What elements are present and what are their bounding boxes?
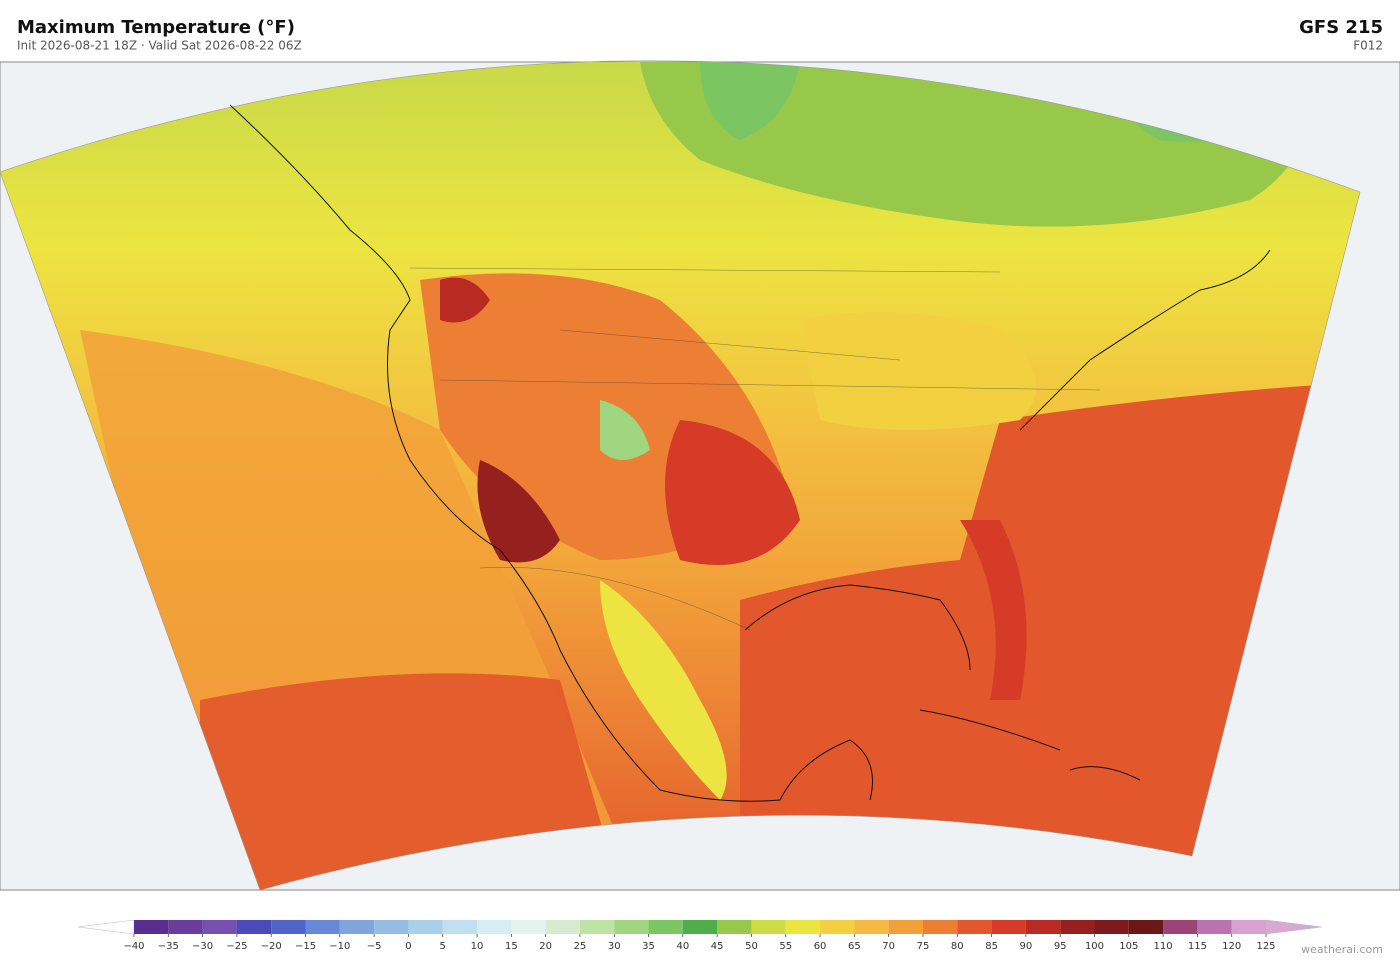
colorbar-tick-label: 100	[1085, 941, 1104, 952]
colorbar-bin	[682, 920, 718, 934]
colorbar-tick-label: 90	[1020, 941, 1033, 952]
colorbar-bin	[751, 920, 786, 934]
colorbar-tick-label: 15	[505, 941, 518, 952]
colorbar-tick-label: 20	[539, 941, 552, 952]
field-idaho	[440, 277, 490, 323]
colorbar-tick-label: 45	[711, 941, 724, 952]
colorbar-bin	[202, 920, 237, 934]
colorbar-tick-label: 60	[814, 941, 827, 952]
colorbar-bin	[339, 920, 375, 934]
colorbar-under	[77, 919, 135, 935]
colorbar-tick-label: 55	[779, 941, 792, 952]
colorbar-bin	[271, 920, 306, 934]
field-canada-cool	[700, 62, 800, 140]
colorbar-tick-label: −35	[158, 941, 179, 952]
colorbar-tick-label: −25	[226, 941, 247, 952]
colorbar-tick-label: 40	[676, 941, 689, 952]
map-title: Maximum Temperature (°F)	[17, 17, 295, 38]
colorbar-bin	[579, 920, 615, 934]
colorbar-tick-label: 105	[1119, 941, 1138, 952]
coastline-west	[229, 104, 873, 802]
colorbar-tick-label: −30	[192, 941, 213, 952]
colorbar-bin	[511, 920, 546, 934]
field-mexico-plateau	[600, 580, 727, 800]
colorbar-tick-label: 95	[1054, 941, 1067, 952]
colorbar-bin	[477, 920, 512, 934]
colorbar-bin	[1094, 920, 1129, 934]
colorbar-bin	[957, 920, 992, 934]
coastline-east	[744, 249, 1271, 671]
colorbar-tick-label: 10	[471, 941, 484, 952]
colorbar-tick-label: 50	[745, 941, 758, 952]
colorbar-tick-label: −15	[295, 941, 316, 952]
colorbar-tick-label: 65	[848, 941, 861, 952]
colorbar-tick-label: −5	[367, 941, 382, 952]
colorbar-tick-label: −40	[123, 941, 144, 952]
colorbar-tick-label: 115	[1188, 941, 1207, 952]
forecast-hour: F012	[1353, 39, 1383, 53]
colorbar-bin	[236, 920, 272, 934]
colorbar-tick-label: 85	[985, 941, 998, 952]
colorbar-tick-label: 25	[574, 941, 587, 952]
coastline-caribbean	[919, 709, 1141, 781]
domain-outline	[0, 60, 1361, 891]
field-southern-plains	[665, 420, 800, 565]
colorbar-tick-label: 0	[405, 941, 411, 952]
colorbar-bin	[991, 920, 1026, 934]
colorbar-tick-label: −20	[261, 941, 282, 952]
colorbar-bin	[785, 920, 821, 934]
colorbar-over	[1265, 919, 1323, 935]
colorbar-tick-label: 110	[1154, 941, 1173, 952]
colorbar-bin	[1163, 920, 1198, 934]
colorbar-bin	[717, 920, 752, 934]
colorbar-bin	[854, 920, 889, 934]
colorbar-bin	[1231, 920, 1266, 934]
colorbar-bin	[820, 920, 855, 934]
colorbar-bin	[922, 920, 958, 934]
colorbar-bin	[408, 920, 443, 934]
colorbar-bin	[168, 920, 203, 934]
colorbar: −40 −35 −30 −25 −20 −15 −10 −5 0 5 10 15 20 25 30 35 40 4…	[77, 919, 1323, 952]
colorbar-bin	[648, 920, 683, 934]
model-name: GFS 215	[1299, 17, 1383, 38]
colorbar-tick-label: 30	[608, 941, 621, 952]
colorbar-bin	[1060, 920, 1095, 934]
temperature-field	[0, 62, 1360, 890]
colorbar-bin	[442, 920, 478, 934]
colorbar-bin	[614, 920, 649, 934]
colorbar-bin	[1197, 920, 1232, 934]
map-subtitle: Init 2026-08-21 18Z · Valid Sat 2026-08-…	[17, 39, 302, 53]
credit: weatherai.com	[1301, 943, 1383, 956]
colorbar-tick-label: 120	[1222, 941, 1241, 952]
colorbar-bin	[1128, 920, 1164, 934]
colorbar-tick-label: 80	[951, 941, 964, 952]
map	[0, 60, 1400, 891]
field-rockies	[600, 400, 650, 460]
colorbar-tick-label: 75	[917, 941, 930, 952]
colorbar-tick-label: −10	[329, 941, 350, 952]
colorbar-bin	[305, 920, 340, 934]
colorbar-tick-label: 5	[440, 941, 446, 952]
colorbar-bin	[374, 920, 409, 934]
field-desert-sw	[477, 460, 560, 563]
field-gulfstream	[960, 520, 1027, 700]
colorbar-tick-label: 70	[882, 941, 895, 952]
colorbar-bin	[1025, 920, 1061, 934]
colorbar-bin	[134, 920, 169, 934]
colorbar-tick-label: 125	[1256, 941, 1275, 952]
borders	[409, 267, 1101, 631]
colorbar-bin	[888, 920, 923, 934]
colorbar-tick-label: 35	[642, 941, 655, 952]
field-great-lakes	[800, 312, 1036, 430]
colorbar-bin	[545, 920, 580, 934]
